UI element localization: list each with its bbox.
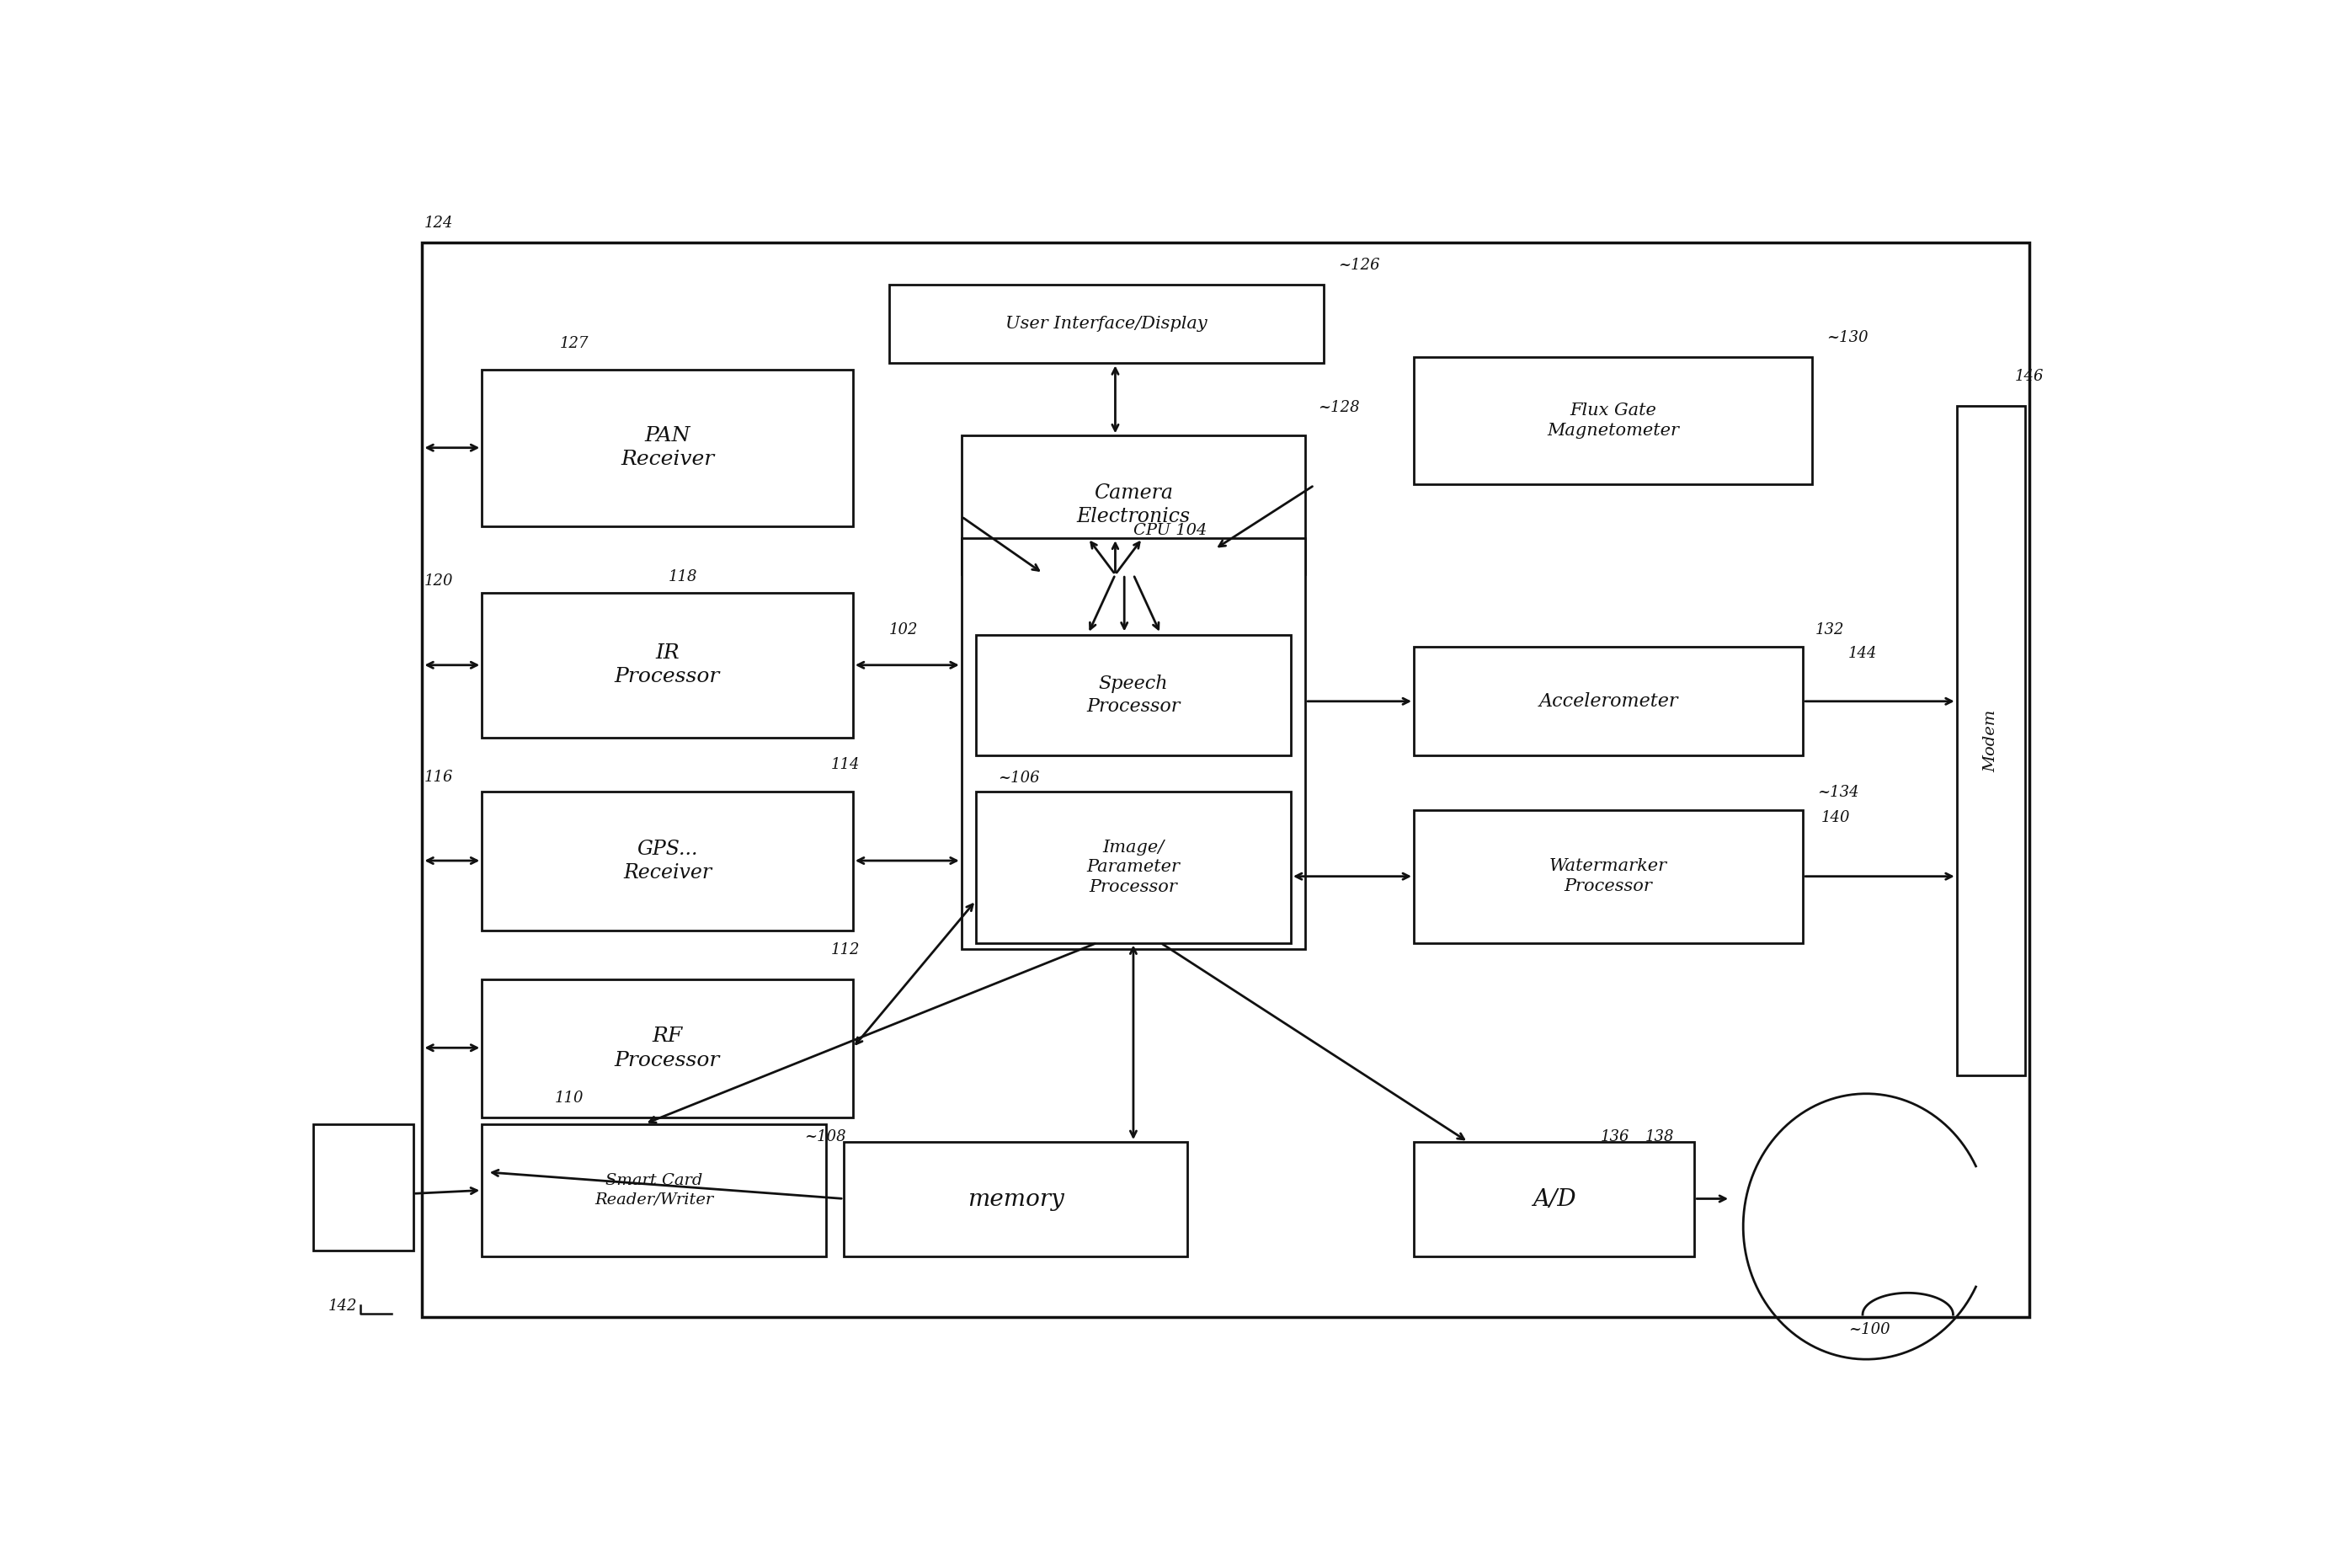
Bar	[890, 285, 1324, 364]
Text: 102: 102	[890, 622, 918, 637]
Text: CPU 104: CPU 104	[1132, 524, 1207, 538]
Text: 138: 138	[1646, 1129, 1674, 1145]
Text: Flux Gate
Magnetometer: Flux Gate Magnetometer	[1546, 403, 1679, 439]
Text: 142: 142	[327, 1298, 357, 1314]
Text: ~130: ~130	[1826, 329, 1868, 345]
Text: 112: 112	[831, 942, 859, 956]
Text: Watermarker
Processor: Watermarker Processor	[1550, 858, 1667, 894]
Bar	[843, 1142, 1189, 1256]
Text: 146: 146	[2015, 368, 2043, 384]
Text: memory: memory	[967, 1189, 1065, 1210]
Text: ~126: ~126	[1338, 257, 1380, 273]
Text: Camera
Electronics: Camera Electronics	[1076, 483, 1191, 527]
Text: ~134: ~134	[1817, 786, 1859, 800]
Bar	[976, 635, 1291, 756]
Text: 144: 144	[1849, 646, 1877, 662]
Bar	[481, 370, 852, 527]
Text: IR
Processor: IR Processor	[614, 643, 719, 687]
Text: Speech
Processor: Speech Processor	[1086, 674, 1179, 717]
Bar	[962, 436, 1305, 574]
Text: ~106: ~106	[997, 770, 1039, 786]
Text: 140: 140	[1821, 811, 1849, 826]
Text: PAN
Receiver: PAN Receiver	[621, 426, 715, 469]
Text: A/D: A/D	[1532, 1189, 1576, 1210]
Text: 110: 110	[553, 1091, 584, 1105]
Text: 116: 116	[425, 770, 453, 784]
Text: ~100: ~100	[1849, 1322, 1889, 1338]
Bar	[1415, 1142, 1695, 1256]
Text: User Interface/Display: User Interface/Display	[1006, 317, 1207, 332]
Text: ~128: ~128	[1317, 400, 1359, 416]
Bar	[1957, 406, 2024, 1076]
Text: 124: 124	[425, 215, 453, 230]
Bar	[962, 538, 1305, 949]
Text: Accelerometer: Accelerometer	[1539, 691, 1679, 710]
Bar	[481, 1124, 827, 1256]
Bar	[313, 1124, 413, 1251]
Bar	[423, 243, 2029, 1317]
Bar	[1415, 358, 1812, 485]
Text: GPS...
Receiver: GPS... Receiver	[623, 839, 712, 883]
Text: Modem: Modem	[1982, 709, 1999, 771]
Bar	[976, 792, 1291, 942]
Text: Smart Card
Reader/Writer: Smart Card Reader/Writer	[595, 1173, 712, 1207]
Text: ~108: ~108	[803, 1129, 845, 1145]
Text: RF
Processor: RF Processor	[614, 1027, 719, 1069]
Bar	[1415, 811, 1803, 942]
Text: 120: 120	[425, 574, 453, 590]
Text: 114: 114	[831, 757, 859, 773]
Text: 136: 136	[1599, 1129, 1630, 1145]
Text: 132: 132	[1817, 622, 1845, 637]
Text: Image/
Parameter
Processor: Image/ Parameter Processor	[1086, 839, 1179, 895]
Bar	[481, 978, 852, 1118]
Bar	[481, 593, 852, 737]
Text: 127: 127	[560, 336, 588, 351]
Bar	[1415, 648, 1803, 756]
Text: 118: 118	[668, 569, 698, 585]
Bar	[481, 792, 852, 931]
